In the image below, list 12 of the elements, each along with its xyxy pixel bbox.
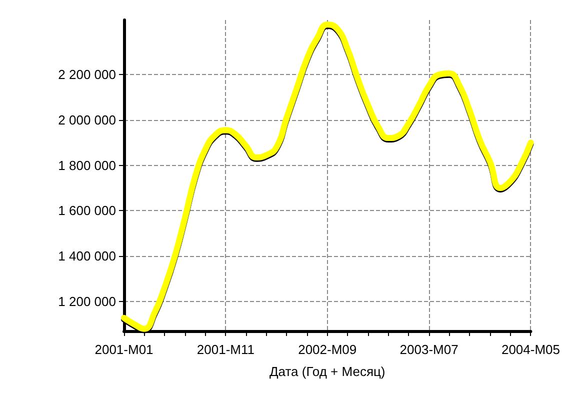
y-tick-label: 2 200 000: [58, 66, 116, 82]
x-axis-title: Дата (Год + Месяц): [269, 364, 386, 379]
x-tick-label: 2004-M05: [501, 342, 560, 357]
y-tick-label: 1 800 000: [58, 158, 116, 173]
x-tick-label: 2003-M07: [400, 342, 458, 357]
y-tick-label: 1 400 000: [58, 248, 116, 264]
x-tick-label: 2002-M09: [298, 342, 357, 357]
y-tick-label: 2 000 000: [58, 112, 116, 128]
x-tick-label: 2001-M01: [94, 342, 154, 357]
x-tick-label: 2001-M11: [196, 342, 254, 357]
y-tick-label: 1 600 000: [58, 203, 116, 218]
y-tick-label: 1 200 000: [58, 294, 116, 309]
